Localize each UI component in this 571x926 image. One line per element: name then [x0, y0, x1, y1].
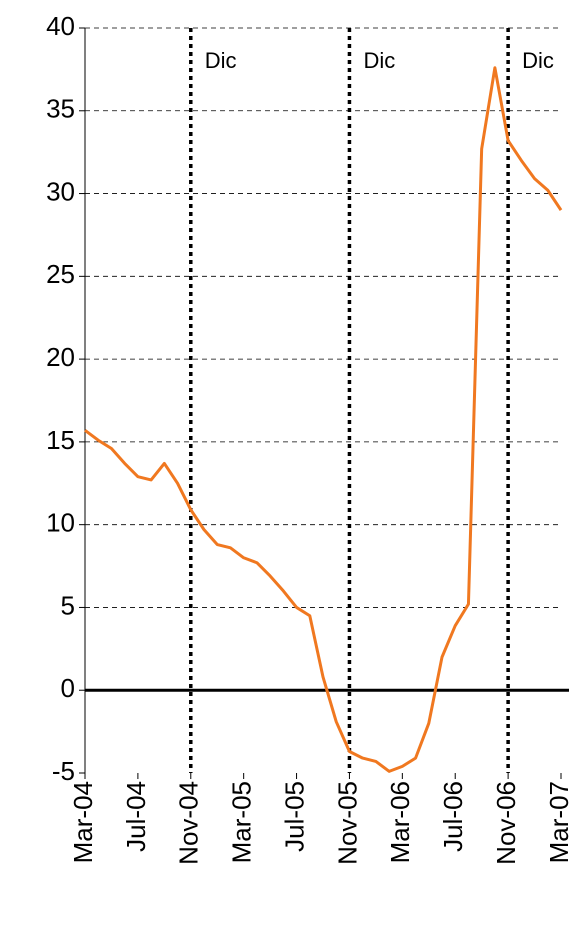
annotation-label: Dic: [522, 48, 554, 73]
y-tick-label: 35: [46, 94, 75, 124]
x-tick-label: Mar-05: [227, 781, 257, 863]
y-tick-label: 30: [46, 176, 75, 206]
x-tick-label: Mar-04: [68, 781, 98, 863]
y-tick-label: 15: [46, 425, 75, 455]
y-tick-label: 0: [61, 673, 75, 703]
y-tick-label: 10: [46, 508, 75, 538]
y-tick-label: -5: [52, 756, 75, 786]
y-tick-label: 40: [46, 11, 75, 41]
x-tick-label: Jul-05: [279, 781, 309, 852]
x-tick-label: Jul-04: [121, 781, 151, 852]
annotation-label: Dic: [363, 48, 395, 73]
data-line: [84, 66, 563, 773]
x-tick-label: Nov-05: [332, 781, 362, 865]
y-tick-label: 20: [46, 342, 75, 372]
y-tick-label: 25: [46, 259, 75, 289]
annotation-label: Dic: [205, 48, 237, 73]
x-tick-label: Mar-06: [385, 781, 415, 863]
x-tick-label: Mar-07: [544, 781, 571, 863]
x-tick-label: Nov-04: [174, 781, 204, 865]
y-tick-label: 5: [61, 590, 75, 620]
x-tick-label: Nov-06: [491, 781, 521, 865]
x-tick-label: Jul-06: [438, 781, 468, 852]
